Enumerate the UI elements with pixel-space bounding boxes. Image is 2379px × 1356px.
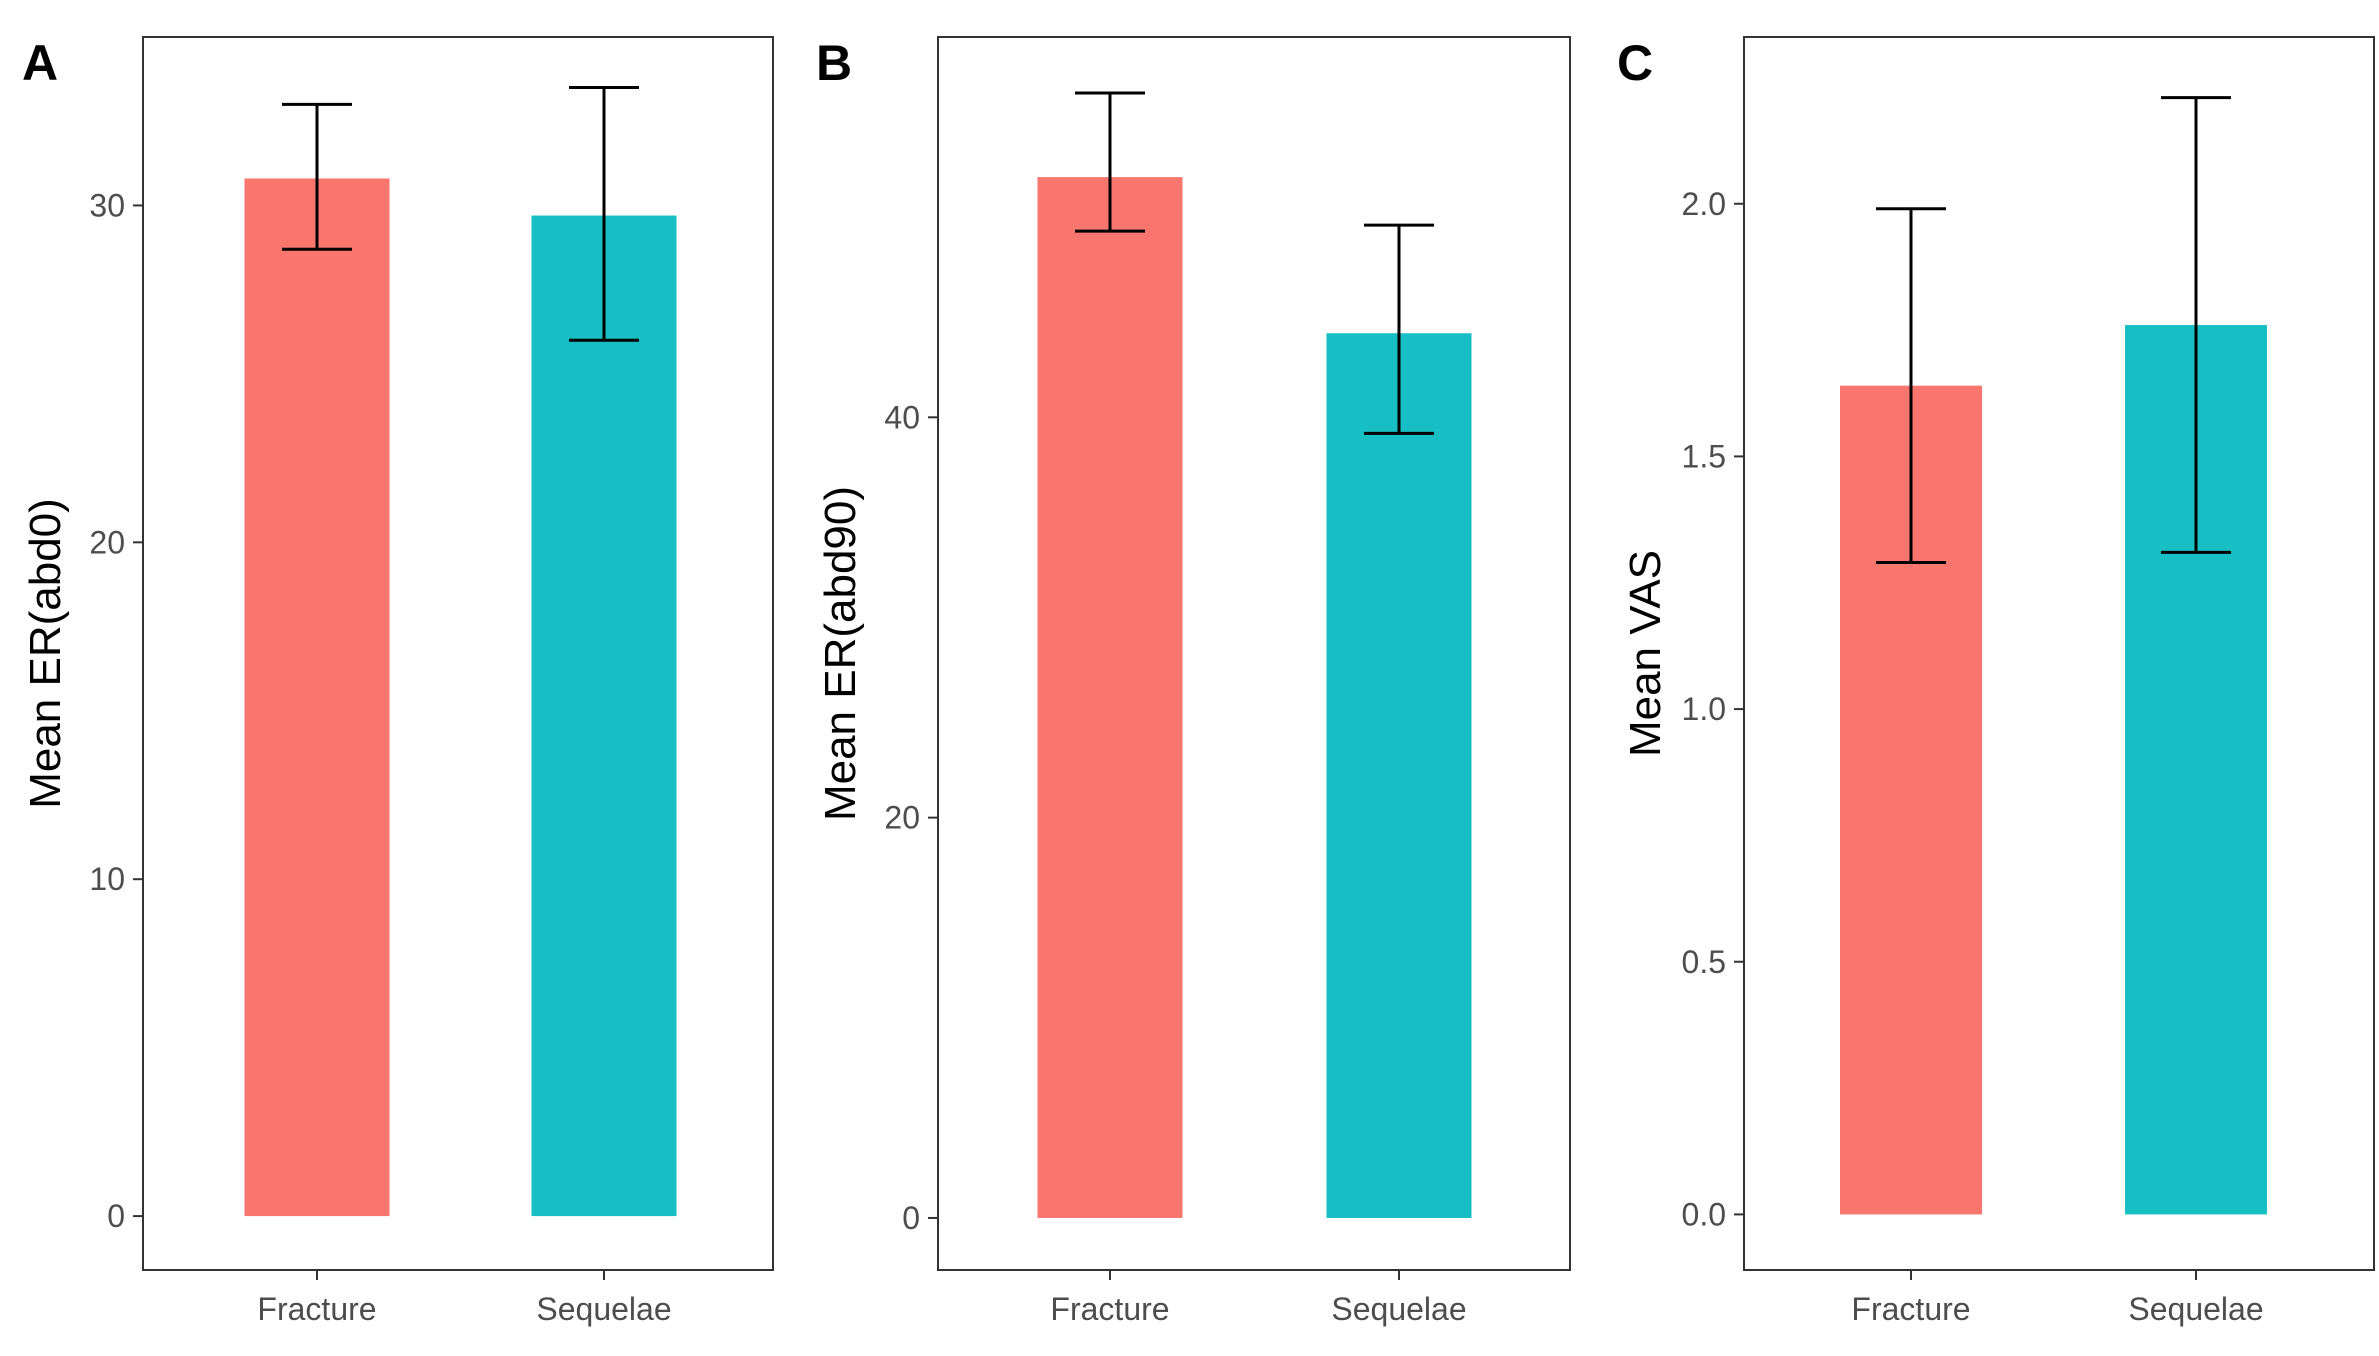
panel-tag: C — [1617, 35, 1653, 91]
y-tick-label: 0.0 — [1682, 1196, 1726, 1232]
y-tick-label: 10 — [89, 861, 125, 897]
chart-panel-c: 0.0 0.5 1.0 1.5 2.0 Fracture Sequelae Mean VAS C — [1617, 35, 2375, 1327]
y-tick-label: 0 — [902, 1200, 920, 1236]
chart-panel-a: 0 10 20 30 Fracture Sequelae Mean ER(abd0) A — [21, 35, 774, 1327]
y-axis-title: Mean ER(abd90) — [816, 486, 865, 821]
bar-sequelae — [531, 215, 677, 1217]
x-tick-label: Fracture — [257, 1291, 376, 1327]
y-tick-label: 20 — [89, 524, 125, 560]
bar-sequelae — [1326, 333, 1472, 1218]
y-tick-label: 1.0 — [1682, 691, 1726, 727]
y-tick-label: 30 — [89, 187, 125, 223]
bar-fracture — [1037, 177, 1183, 1218]
bar-fracture — [244, 178, 390, 1217]
x-tick-label: Fracture — [1851, 1291, 1970, 1327]
y-tick-label: 0.5 — [1682, 944, 1726, 980]
x-tick-label: Sequelae — [2128, 1291, 2263, 1327]
y-tick-label: 0 — [107, 1198, 125, 1234]
x-tick-label: Sequelae — [1331, 1291, 1466, 1327]
x-tick-label: Sequelae — [536, 1291, 671, 1327]
x-tick-label: Fracture — [1050, 1291, 1169, 1327]
y-tick-label: 2.0 — [1682, 186, 1726, 222]
y-axis-title: Mean ER(abd0) — [21, 498, 70, 809]
panel-border — [1743, 36, 2375, 1271]
chart-panel-b: 0 20 40 Fracture Sequelae Mean ER(abd90) B — [816, 35, 1571, 1327]
panel-tag: B — [816, 35, 852, 91]
panel-border — [142, 36, 774, 1271]
y-axis-title: Mean VAS — [1621, 550, 1670, 757]
y-tick-label: 20 — [884, 800, 920, 836]
y-tick-label: 1.5 — [1682, 438, 1726, 474]
panel-tag: A — [22, 35, 58, 91]
y-tick-label: 40 — [884, 399, 920, 435]
panel-border — [937, 36, 1571, 1271]
